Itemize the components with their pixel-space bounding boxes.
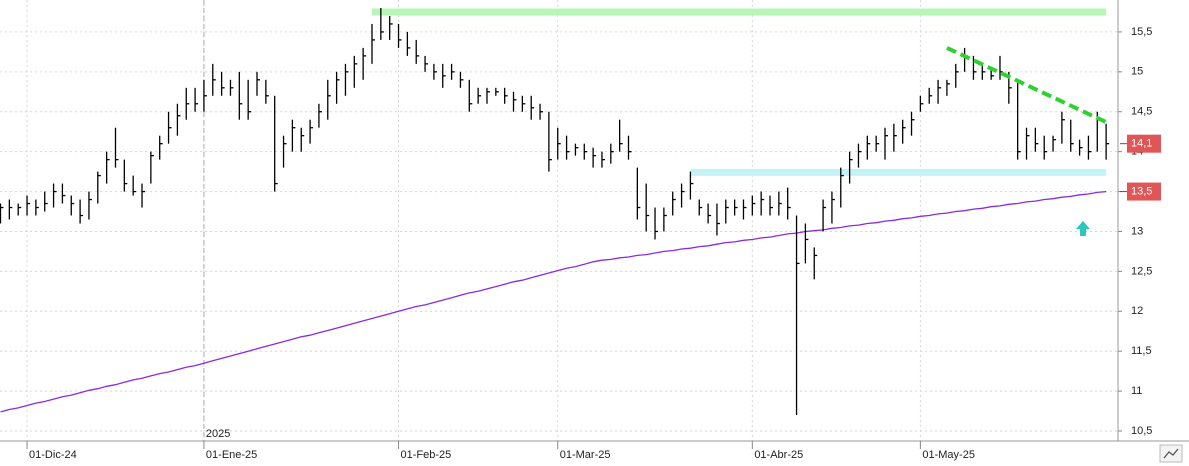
x-tick-label: 01-Ene-25 — [206, 449, 257, 461]
price-badge — [1127, 134, 1161, 153]
y-tick-label: 11,5 — [1131, 345, 1152, 357]
y-tick-label: 14,5 — [1131, 106, 1152, 118]
arrow — [1076, 221, 1090, 236]
chart-tool-icon[interactable] — [1159, 444, 1183, 463]
y-tick-label: 15 — [1131, 66, 1143, 78]
y-tick-label: 11 — [1131, 385, 1142, 397]
x-tick-label: 01-Mar-25 — [560, 449, 611, 461]
x-tick-label: 01-Dic-24 — [29, 449, 77, 461]
x-tick-label: 01-Abr-25 — [754, 449, 803, 461]
y-tick-label: 12,5 — [1131, 265, 1152, 277]
x-tick-label: 01-May-25 — [922, 449, 975, 461]
price-badge — [1127, 182, 1161, 201]
moving-average — [0, 190, 1107, 413]
y-tick-label: 13 — [1131, 225, 1143, 237]
y-tick-label: 15,5 — [1131, 26, 1152, 38]
axes: 10,51111,51212,51313,51414,51515,501-Dic… — [26, 26, 1161, 461]
y-tick-label: 12 — [1131, 305, 1143, 317]
price-badge-label: 14,1 — [1131, 138, 1152, 150]
up-arrow-icon — [1076, 221, 1090, 236]
icon-line — [1163, 448, 1179, 459]
price-badge-label: 13,5 — [1131, 185, 1152, 197]
plot-area — [0, 7, 1110, 416]
x-tick-label: 01-Feb-25 — [401, 449, 452, 461]
y-tick-label: 10,5 — [1131, 425, 1152, 437]
year-label: 2025 — [206, 428, 230, 440]
